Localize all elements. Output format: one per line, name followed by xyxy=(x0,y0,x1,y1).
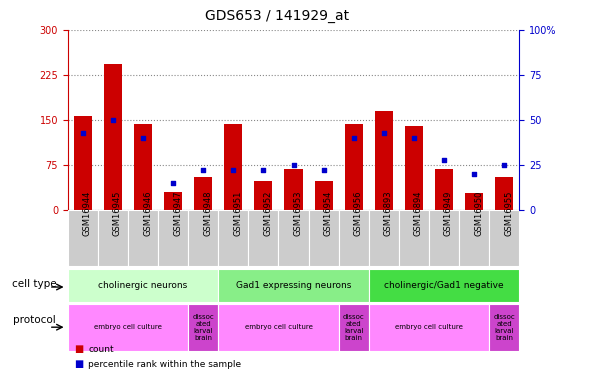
Point xyxy=(138,135,148,141)
FancyBboxPatch shape xyxy=(489,304,519,351)
Text: embryo cell culture: embryo cell culture xyxy=(244,324,313,330)
Text: ■: ■ xyxy=(74,344,83,354)
Bar xyxy=(224,124,242,210)
FancyBboxPatch shape xyxy=(158,210,188,266)
Text: count: count xyxy=(88,345,114,354)
Text: percentile rank within the sample: percentile rank within the sample xyxy=(88,360,242,369)
Text: GSM16950: GSM16950 xyxy=(474,190,483,236)
FancyBboxPatch shape xyxy=(218,210,248,266)
Point xyxy=(499,162,509,168)
Text: cholinergic/Gad1 negative: cholinergic/Gad1 negative xyxy=(384,281,504,290)
Bar xyxy=(375,111,393,210)
Text: GSM16894: GSM16894 xyxy=(414,190,423,236)
Text: GSM16951: GSM16951 xyxy=(233,190,242,236)
Text: GSM16949: GSM16949 xyxy=(444,190,453,236)
Text: GSM16955: GSM16955 xyxy=(504,190,513,236)
Text: GSM16947: GSM16947 xyxy=(173,190,182,236)
FancyBboxPatch shape xyxy=(188,304,218,351)
FancyBboxPatch shape xyxy=(369,304,489,351)
Bar xyxy=(134,124,152,210)
FancyBboxPatch shape xyxy=(339,304,369,351)
Text: GSM16954: GSM16954 xyxy=(323,190,333,236)
Point xyxy=(409,135,419,141)
Point xyxy=(470,171,479,177)
FancyBboxPatch shape xyxy=(188,210,218,266)
Text: GSM16948: GSM16948 xyxy=(203,190,212,236)
Bar xyxy=(345,124,363,210)
Text: GSM16953: GSM16953 xyxy=(293,190,303,236)
Point xyxy=(198,167,208,173)
Point xyxy=(379,130,388,136)
Bar xyxy=(284,169,303,210)
FancyBboxPatch shape xyxy=(218,269,369,302)
Bar xyxy=(495,177,513,210)
FancyBboxPatch shape xyxy=(128,210,158,266)
FancyBboxPatch shape xyxy=(248,210,278,266)
FancyBboxPatch shape xyxy=(68,269,218,302)
FancyBboxPatch shape xyxy=(339,210,369,266)
FancyBboxPatch shape xyxy=(489,210,519,266)
Bar xyxy=(314,181,333,210)
Bar xyxy=(74,116,92,210)
FancyBboxPatch shape xyxy=(399,210,429,266)
FancyBboxPatch shape xyxy=(278,210,309,266)
Point xyxy=(258,167,268,173)
FancyBboxPatch shape xyxy=(429,210,459,266)
Text: cell type: cell type xyxy=(12,279,56,289)
FancyBboxPatch shape xyxy=(218,304,339,351)
FancyBboxPatch shape xyxy=(369,210,399,266)
Text: ■: ■ xyxy=(74,359,83,369)
Bar xyxy=(465,193,483,210)
Point xyxy=(109,117,118,123)
Point xyxy=(439,157,449,163)
Text: embryo cell culture: embryo cell culture xyxy=(94,324,162,330)
Bar xyxy=(405,126,423,210)
Text: cholinergic neurons: cholinergic neurons xyxy=(99,281,188,290)
Text: embryo cell culture: embryo cell culture xyxy=(395,324,463,330)
FancyBboxPatch shape xyxy=(68,210,98,266)
Text: GSM16944: GSM16944 xyxy=(83,190,92,236)
FancyBboxPatch shape xyxy=(98,210,128,266)
Text: dissoc
ated
larval
brain: dissoc ated larval brain xyxy=(192,314,214,340)
FancyBboxPatch shape xyxy=(369,269,519,302)
FancyBboxPatch shape xyxy=(68,304,188,351)
FancyBboxPatch shape xyxy=(309,210,339,266)
Text: GDS653 / 141929_at: GDS653 / 141929_at xyxy=(205,9,349,23)
Text: GSM16945: GSM16945 xyxy=(113,190,122,236)
Bar xyxy=(194,177,212,210)
Point xyxy=(228,167,238,173)
Bar xyxy=(104,64,122,210)
Text: GSM16893: GSM16893 xyxy=(384,190,393,236)
Text: GSM16952: GSM16952 xyxy=(263,190,273,236)
Point xyxy=(169,180,178,186)
Text: GSM16956: GSM16956 xyxy=(354,190,363,236)
Text: dissoc
ated
larval
brain: dissoc ated larval brain xyxy=(343,314,365,340)
FancyBboxPatch shape xyxy=(459,210,489,266)
Point xyxy=(319,167,328,173)
Text: GSM16946: GSM16946 xyxy=(143,190,152,236)
Point xyxy=(289,162,298,168)
Text: Gad1 expressing neurons: Gad1 expressing neurons xyxy=(236,281,351,290)
Text: protocol: protocol xyxy=(12,315,55,325)
Bar xyxy=(254,181,273,210)
Bar xyxy=(164,192,182,210)
Text: dissoc
ated
larval
brain: dissoc ated larval brain xyxy=(493,314,515,340)
Point xyxy=(349,135,359,141)
Point xyxy=(78,130,88,136)
Bar xyxy=(435,169,453,210)
